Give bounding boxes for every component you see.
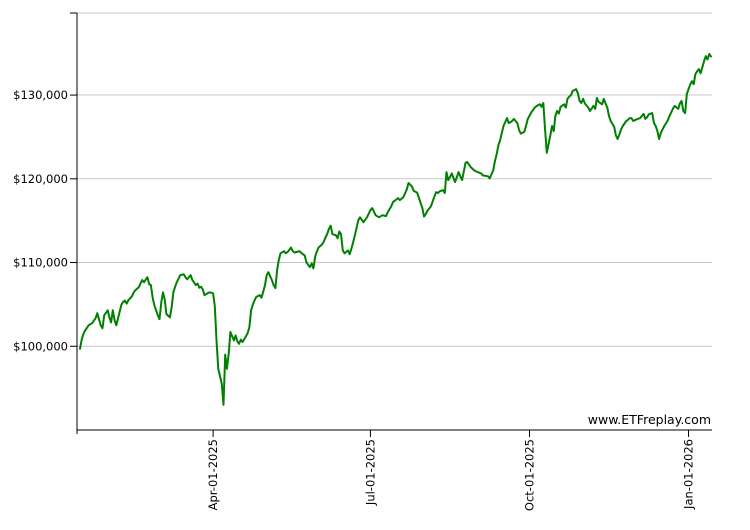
y-tick-label: $100,000 (13, 339, 68, 353)
x-tick-label: Jul-01-2025 (363, 439, 377, 506)
etfreplay-watermark: www.ETFreplay.com (588, 412, 711, 427)
y-tick-label: $130,000 (13, 88, 68, 102)
y-tick-label: $120,000 (13, 172, 68, 186)
chart-generated-layer: $100,000 $110,000 $120,000 $130,000 Apr-01-2… (13, 12, 712, 511)
price-line (79, 53, 712, 406)
x-tick-label: Jan-01-2026 (682, 439, 696, 510)
x-tick-label: Apr-01-2025 (206, 439, 220, 510)
x-tick-label: Oct-01-2025 (522, 439, 536, 511)
y-tick-label: $110,000 (13, 256, 68, 270)
